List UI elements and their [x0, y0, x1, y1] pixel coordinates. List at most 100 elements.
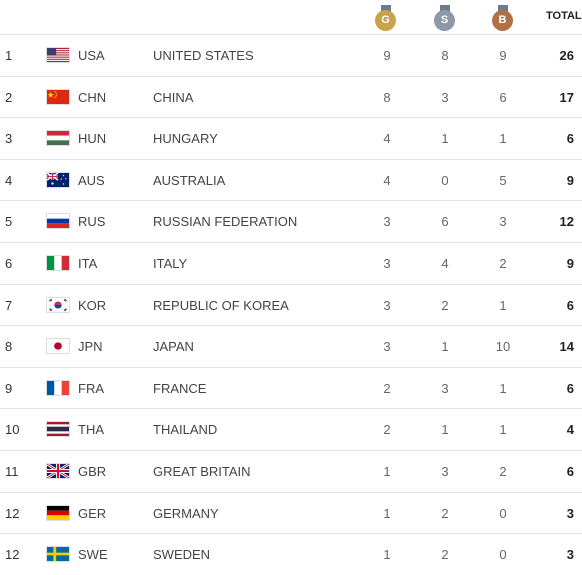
total-count: 6	[566, 131, 574, 147]
country-code: HUN	[78, 131, 107, 147]
country-name: AUSTRALIA	[153, 172, 226, 188]
country-code: JPN	[78, 339, 103, 355]
country-code: RUS	[78, 214, 106, 230]
italy-flag-icon	[46, 254, 70, 271]
total-count: 3	[566, 547, 574, 563]
table-row[interactable]: 11 GBR GREAT BRITAIN 1 3 2 6	[0, 449, 582, 492]
silver-count: 1	[441, 422, 449, 438]
silver-count: 2	[441, 505, 449, 521]
table-row[interactable]: 12 GER GERMANY 1 2 0 3	[0, 491, 582, 534]
silver-count: 2	[441, 547, 449, 563]
silver-count: 1	[441, 339, 449, 355]
bronze-count: 2	[499, 463, 507, 479]
rank: 7	[5, 297, 13, 313]
country-name: HUNGARY	[153, 131, 218, 147]
bronze-count: 2	[499, 255, 507, 271]
bronze-count: 9	[499, 48, 507, 63]
country-name: SWEDEN	[153, 547, 211, 563]
table-row[interactable]: 8 JPN JAPAN 3 1 10 14	[0, 325, 582, 367]
rank: 12	[5, 505, 20, 521]
table-row[interactable]: 1 USA UNITED STATES 9 8 9 26	[0, 34, 582, 76]
gold-count: 9	[383, 48, 391, 63]
bronze-count: 3	[499, 214, 507, 230]
gold-count: 1	[383, 463, 391, 479]
country-code: AUS	[78, 172, 105, 188]
gold-medal-letter: G	[375, 10, 396, 31]
gold-count: 4	[383, 131, 391, 147]
country-code: FRA	[78, 380, 104, 396]
table-header: G S B TOTAL	[0, 0, 582, 34]
silver-medal-icon: S	[434, 5, 456, 31]
table-row[interactable]: 4 AUS AUSTRALIA 4 0 5 9	[0, 158, 582, 201]
table-row[interactable]: 6 ITA ITALY 3 4 2 9	[0, 241, 582, 284]
table-row[interactable]: 9 FRA FRANCE 2 3 1 6	[0, 366, 582, 409]
rank: 5	[5, 214, 13, 230]
gold-count: 4	[383, 172, 391, 188]
table-row[interactable]: 2 CHN CHINA 8 3 6 17	[0, 75, 582, 118]
gold-count: 8	[383, 89, 391, 105]
country-name: CHINA	[153, 89, 194, 105]
hungary-flag-icon	[46, 130, 70, 147]
table-row[interactable]: 10 THA THAILAND 2 1 1 4	[0, 408, 582, 450]
silver-count: 1	[441, 131, 449, 147]
silver-count: 3	[441, 380, 449, 396]
russia-flag-icon	[46, 213, 70, 230]
bronze-count: 0	[499, 547, 507, 563]
country-code: CHN	[78, 89, 107, 105]
china-flag-icon	[46, 88, 70, 105]
total-count: 4	[566, 422, 574, 438]
bronze-count: 1	[499, 297, 507, 313]
gold-count: 2	[383, 380, 391, 396]
gold-count: 1	[383, 547, 391, 563]
table-row[interactable]: 5 RUS RUSSIAN FEDERATION 3 6 3 12	[0, 200, 582, 242]
gold-count: 3	[383, 255, 391, 271]
sweden-flag-icon	[46, 546, 70, 563]
bronze-medal-letter: B	[492, 10, 513, 31]
france-flag-icon	[46, 379, 70, 396]
bronze-count: 5	[499, 172, 507, 188]
gold-medal-icon: G	[375, 5, 397, 31]
total-count: 14	[559, 339, 574, 355]
silver-count: 8	[441, 48, 449, 63]
total-count: 26	[559, 48, 574, 63]
rank: 6	[5, 255, 13, 271]
country-name: GERMANY	[153, 505, 219, 521]
rank: 9	[5, 380, 13, 396]
table-row[interactable]: 7 KOR REPUBLIC OF KOREA 3 2 1 6	[0, 283, 582, 326]
total-count: 6	[566, 297, 574, 313]
country-code: GBR	[78, 463, 107, 479]
country-code: KOR	[78, 297, 107, 313]
rank: 1	[5, 48, 13, 63]
silver-medal-letter: S	[434, 10, 455, 31]
silver-count: 4	[441, 255, 449, 271]
great-britain-flag-icon	[46, 462, 70, 479]
country-name: RUSSIAN FEDERATION	[153, 214, 298, 230]
country-code: GER	[78, 505, 107, 521]
table-row[interactable]: 12 SWE SWEDEN 1 2 0 3	[0, 533, 582, 575]
total-count: 9	[566, 172, 574, 188]
country-name: GREAT BRITAIN	[153, 463, 251, 479]
country-name: REPUBLIC OF KOREA	[153, 297, 289, 313]
country-name: FRANCE	[153, 380, 207, 396]
rank: 11	[5, 463, 19, 479]
gold-count: 3	[383, 297, 391, 313]
gold-count: 1	[383, 505, 391, 521]
silver-count: 3	[441, 89, 449, 105]
japan-flag-icon	[46, 338, 70, 355]
country-name: THAILAND	[153, 422, 218, 438]
country-code: SWE	[78, 547, 108, 563]
country-name: JAPAN	[153, 339, 194, 355]
rank: 8	[5, 339, 13, 355]
bronze-count: 1	[499, 422, 507, 438]
table-row[interactable]: 3 HUN HUNGARY 4 1 1 6	[0, 117, 582, 159]
silver-count: 2	[441, 297, 449, 313]
total-count: 6	[566, 463, 574, 479]
rank: 12	[5, 547, 20, 563]
rank: 3	[5, 131, 13, 147]
australia-flag-icon	[46, 171, 70, 188]
bronze-count: 10	[495, 339, 511, 355]
total-column-header: TOTAL	[546, 10, 582, 22]
bronze-count: 1	[499, 131, 507, 147]
germany-flag-icon	[46, 504, 70, 521]
